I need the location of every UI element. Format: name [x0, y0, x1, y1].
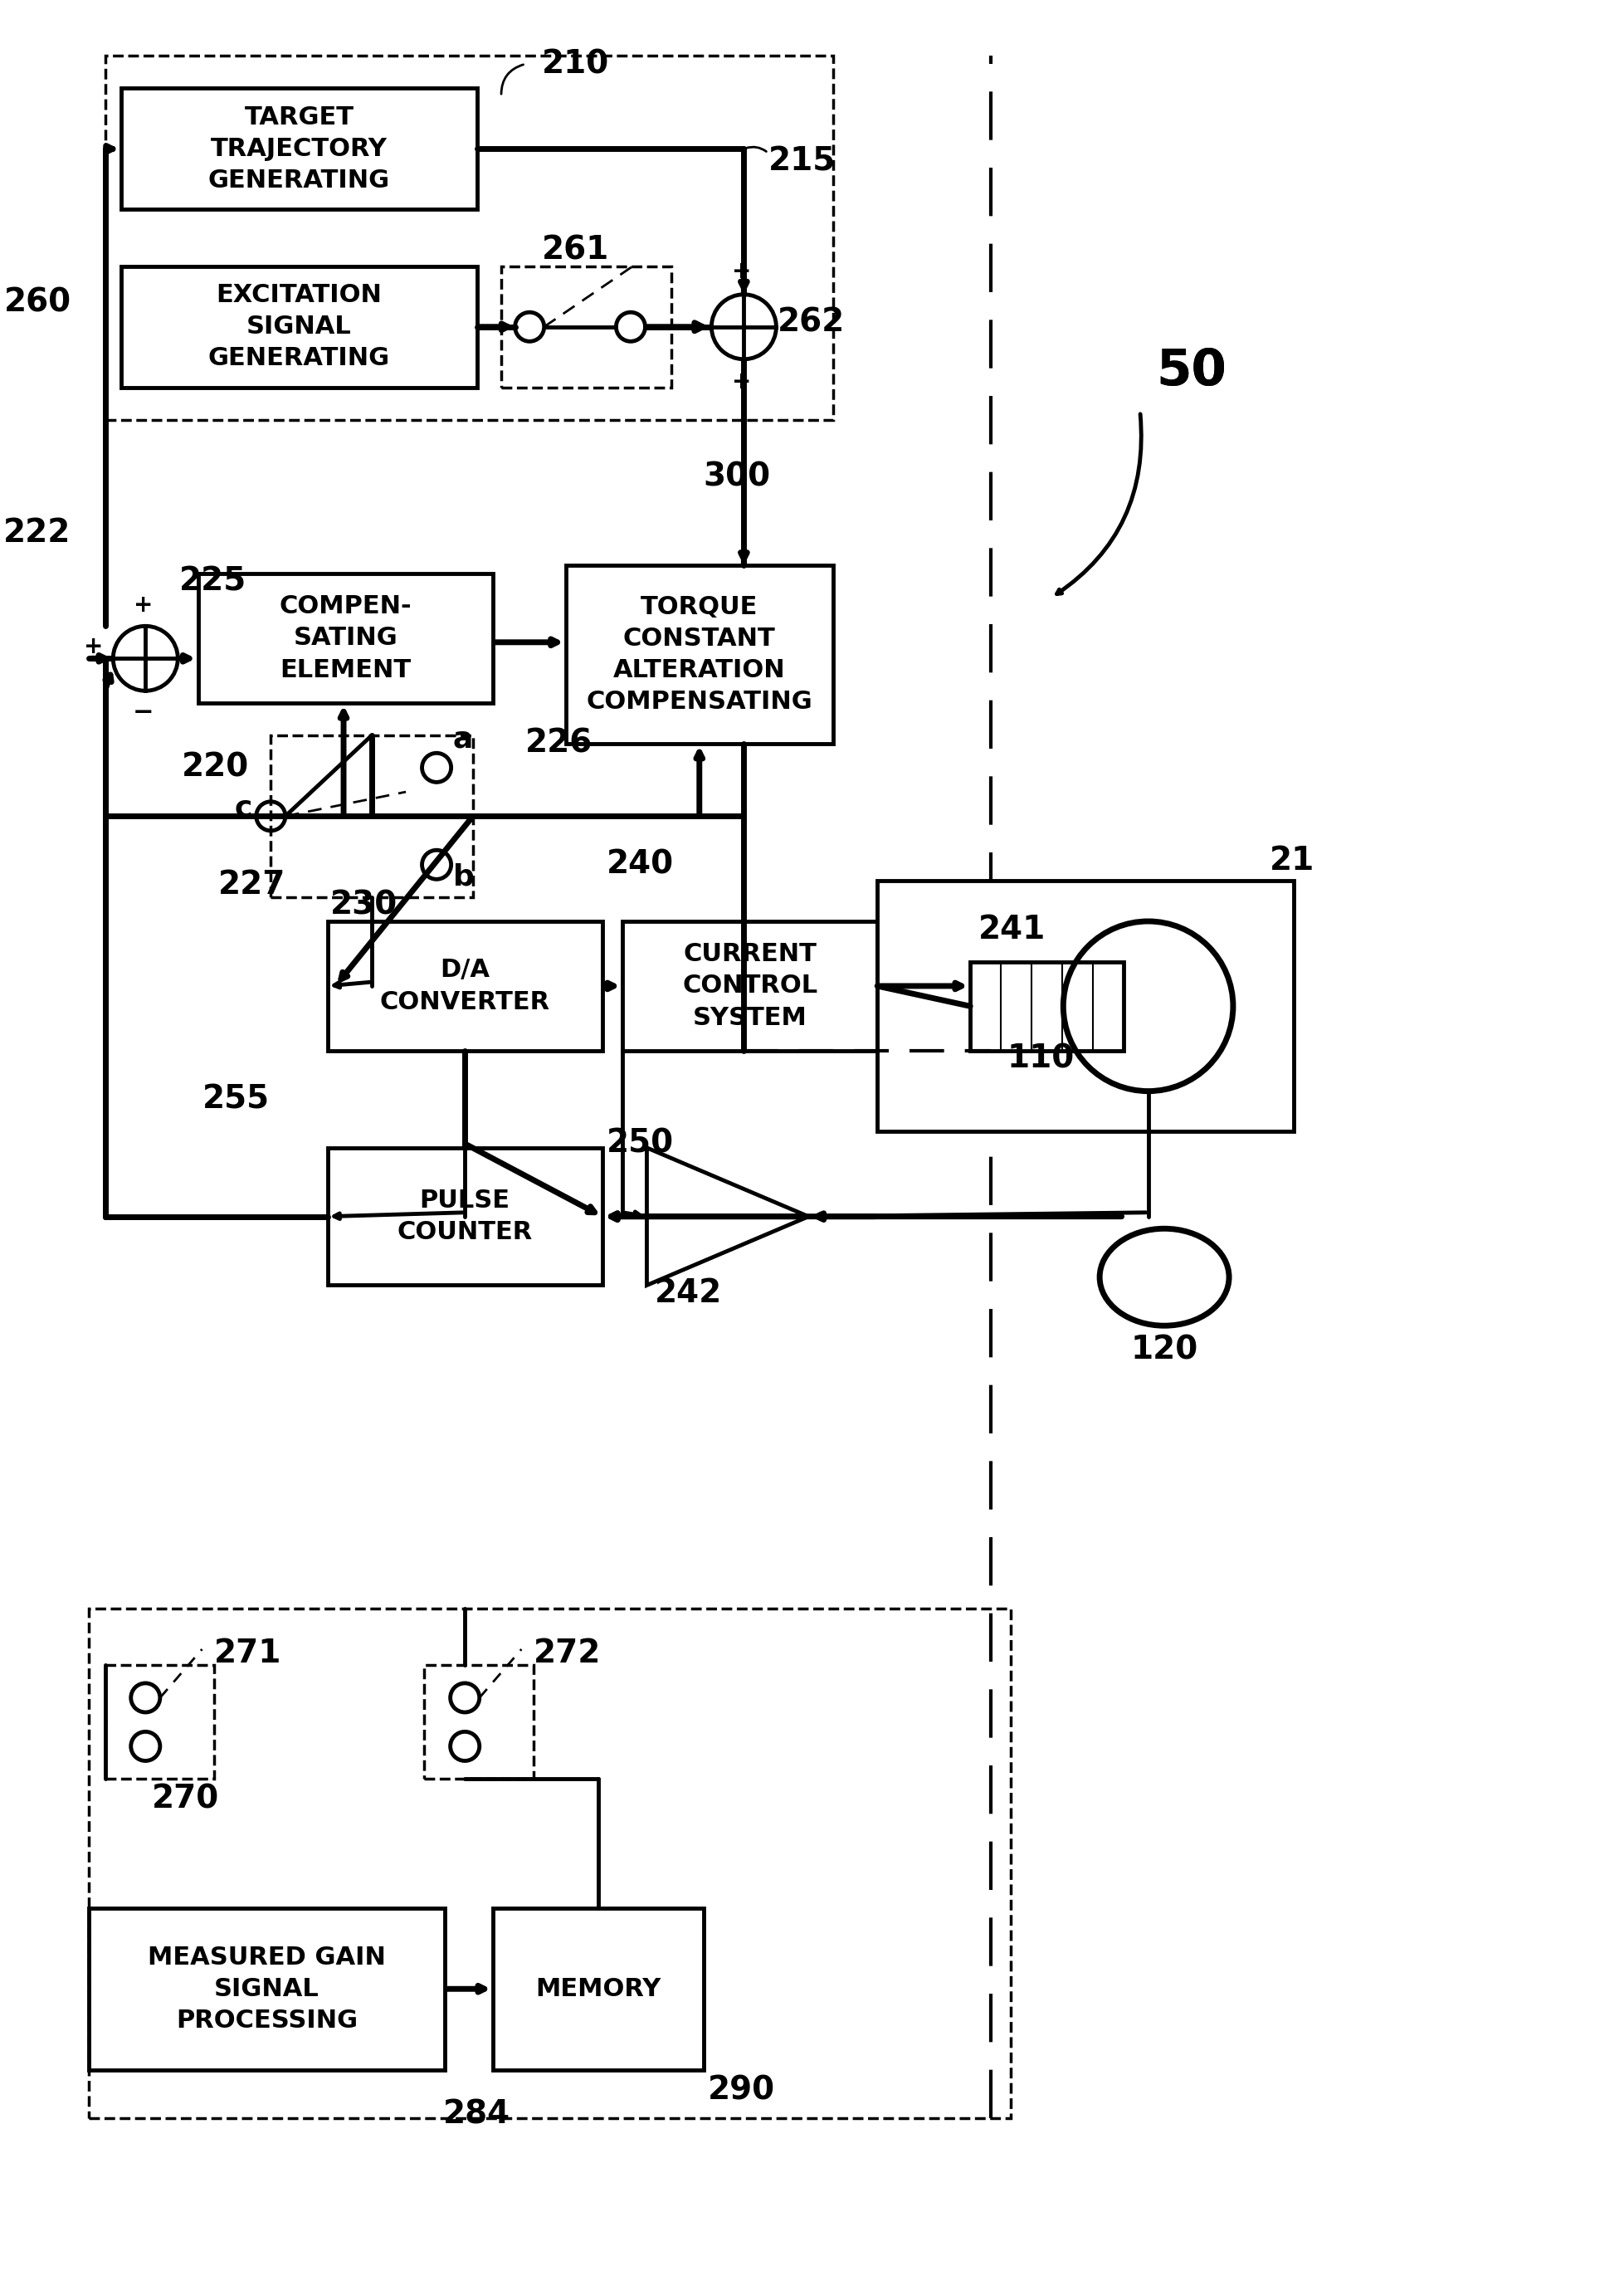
Text: 222: 222	[3, 516, 71, 548]
Text: 272: 272	[534, 1638, 601, 1668]
Text: 220: 220	[182, 752, 248, 784]
Bar	[106, 55, 833, 420]
Text: 262: 262	[778, 306, 844, 338]
Text: 270: 270	[153, 1782, 219, 1814]
Text: b: b	[453, 864, 474, 891]
Text: 242: 242	[654, 1277, 723, 1309]
Text: MEASURED GAIN
SIGNAL
PROCESSING: MEASURED GAIN SIGNAL PROCESSING	[148, 1945, 387, 2034]
Text: CURRENT
CONTROL
SYSTEM: CURRENT CONTROL SYSTEM	[682, 941, 817, 1031]
Bar	[89, 1908, 445, 2070]
Text: 226: 226	[526, 727, 593, 759]
Bar	[622, 921, 877, 1051]
Text: PULSE
COUNTER: PULSE COUNTER	[398, 1188, 533, 1245]
Bar	[565, 564, 833, 743]
Bar	[328, 1147, 603, 1284]
Text: 240: 240	[606, 850, 674, 880]
Bar	[328, 921, 603, 1051]
Text: 215: 215	[768, 146, 835, 176]
Bar	[198, 574, 494, 704]
Text: 241: 241	[978, 914, 1046, 946]
Text: 290: 290	[708, 2075, 775, 2107]
Text: 250: 250	[606, 1129, 674, 1158]
Text: 260: 260	[3, 288, 71, 318]
Text: +: +	[133, 594, 153, 617]
Bar	[122, 89, 477, 210]
Bar	[106, 1666, 214, 1778]
Bar	[494, 1908, 703, 2070]
Text: +: +	[84, 635, 104, 658]
Text: +: +	[732, 260, 752, 283]
Text: 261: 261	[542, 235, 609, 265]
Text: MEMORY: MEMORY	[536, 1977, 661, 2002]
Polygon shape	[646, 1147, 809, 1284]
Text: TORQUE
CONSTANT
ALTERATION
COMPENSATING: TORQUE CONSTANT ALTERATION COMPENSATING	[586, 594, 812, 713]
Text: 230: 230	[330, 889, 398, 921]
Bar	[502, 265, 671, 388]
Text: +: +	[732, 370, 752, 393]
Text: EXCITATION
SIGNAL
GENERATING: EXCITATION SIGNAL GENERATING	[208, 283, 390, 370]
Text: 110: 110	[1007, 1042, 1073, 1074]
Text: 300: 300	[703, 462, 771, 491]
Text: −: −	[133, 701, 154, 724]
Bar	[877, 880, 1294, 1131]
Bar	[970, 962, 1124, 1051]
Text: 271: 271	[214, 1638, 281, 1668]
Text: 210: 210	[542, 48, 609, 80]
Text: D/A
CONVERTER: D/A CONVERTER	[380, 957, 551, 1015]
Text: 21: 21	[1270, 845, 1314, 877]
Text: a: a	[453, 724, 473, 754]
Bar	[271, 736, 473, 898]
Text: 120: 120	[1130, 1334, 1199, 1366]
Bar	[89, 1609, 1010, 2118]
Text: 227: 227	[218, 868, 286, 900]
Text: c: c	[234, 793, 252, 823]
Text: 284: 284	[443, 2098, 510, 2130]
Bar	[424, 1666, 534, 1778]
Text: TARGET
TRAJECTORY
GENERATING: TARGET TRAJECTORY GENERATING	[208, 105, 390, 192]
Text: COMPEN-
SATING
ELEMENT: COMPEN- SATING ELEMENT	[279, 594, 412, 681]
Text: 50: 50	[1156, 347, 1226, 395]
Text: 50: 50	[1156, 347, 1226, 395]
Text: 225: 225	[179, 567, 247, 596]
Bar	[122, 265, 477, 388]
Text: 255: 255	[201, 1083, 270, 1115]
